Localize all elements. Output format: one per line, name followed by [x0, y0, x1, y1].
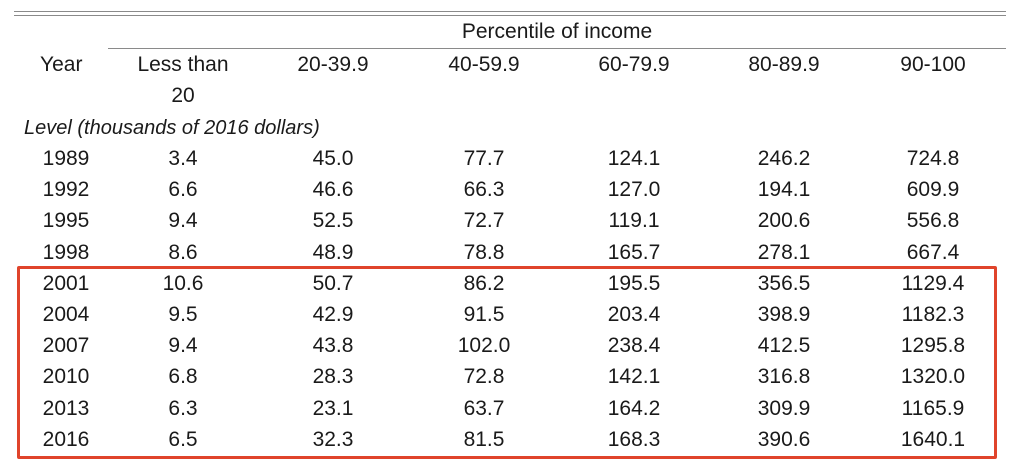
value-cell: 63.7 [463, 396, 505, 420]
value-cell: 72.7 [463, 209, 505, 233]
table-row: 2004 9.5 42.9 91.5 203.4 398.9 1182.3 [0, 300, 1024, 331]
year-cell: 2004 [42, 303, 90, 326]
year-cell: 1995 [42, 209, 90, 233]
value-cell: 164.2 [607, 396, 661, 420]
value-cell: 77.7 [463, 147, 505, 170]
table-row: 2001 10.6 50.7 86.2 195.5 356.5 1129.4 [0, 269, 1024, 300]
column-header-line: 60-79.9 [598, 53, 670, 76]
value-cell: 46.6 [312, 178, 354, 202]
value-cell: 9.5 [168, 303, 198, 326]
value-cell: 1295.8 [900, 334, 966, 358]
value-cell: 9.4 [168, 334, 198, 358]
table-row: 1995 9.4 52.5 72.7 119.1 200.6 556.8 [0, 206, 1024, 237]
value-cell: 309.9 [757, 396, 811, 420]
value-cell: 1640.1 [900, 427, 966, 451]
value-cell: 81.5 [463, 427, 505, 451]
column-header-line: 20 [171, 84, 195, 107]
table-row: 1989 3.4 45.0 77.7 124.1 246.2 724.8 [0, 144, 1024, 175]
value-cell: 165.7 [607, 240, 661, 264]
year-cell: 2010 [42, 365, 90, 389]
value-cell: 1165.9 [901, 396, 965, 420]
year-cell: 1989 [42, 147, 90, 170]
value-cell: 91.5 [463, 303, 505, 326]
value-cell: 78.8 [463, 240, 505, 264]
highlight-box [17, 266, 997, 459]
column-header-line: Less than [137, 53, 229, 76]
value-cell: 52.5 [312, 209, 354, 233]
table-row: 1992 6.6 46.6 66.3 127.0 194.1 609.9 [0, 175, 1024, 206]
value-cell: 32.3 [312, 427, 354, 451]
year-cell: 1998 [42, 240, 90, 264]
value-cell: 200.6 [757, 209, 811, 233]
value-cell: 28.3 [312, 365, 354, 389]
value-cell: 43.8 [312, 334, 354, 358]
value-cell: 667.4 [906, 240, 960, 264]
column-header-line: 90-100 [900, 53, 966, 76]
table-top-rule-double [14, 15, 1006, 16]
year-cell: 2013 [42, 396, 90, 420]
value-cell: 124.1 [607, 147, 661, 170]
value-cell: 66.3 [463, 178, 505, 202]
value-cell: 246.2 [757, 147, 811, 170]
value-cell: 203.4 [607, 303, 661, 326]
value-cell: 609.9 [906, 178, 960, 202]
value-cell: 6.3 [168, 396, 198, 420]
value-cell: 412.5 [757, 334, 811, 358]
value-cell: 45.0 [312, 147, 354, 170]
value-cell: 50.7 [312, 271, 354, 295]
year-cell: 2001 [42, 271, 90, 295]
value-cell: 119.1 [608, 209, 660, 233]
table-row: 2007 9.4 43.8 102.0 238.4 412.5 1295.8 [0, 331, 1024, 362]
table-top-rule [14, 11, 1006, 12]
value-cell: 278.1 [757, 240, 811, 264]
table-row: 2016 6.5 32.3 81.5 168.3 390.6 1640.1 [0, 425, 1024, 456]
value-cell: 195.5 [607, 271, 661, 295]
percentile-spanner-header: Percentile of income [461, 20, 653, 43]
value-cell: 3.4 [168, 147, 198, 170]
value-cell: 1129.4 [901, 271, 965, 295]
column-header-line: 20-39.9 [297, 53, 369, 76]
value-cell: 42.9 [312, 303, 354, 326]
value-cell: 6.5 [168, 427, 198, 451]
value-cell: 390.6 [757, 427, 811, 451]
value-cell: 1182.3 [901, 303, 965, 326]
value-cell: 86.2 [463, 271, 505, 295]
value-cell: 48.9 [312, 240, 354, 264]
value-cell: 194.1 [757, 178, 811, 202]
value-cell: 10.6 [162, 271, 204, 295]
value-cell: 23.1 [312, 396, 354, 420]
value-cell: 724.8 [906, 147, 960, 170]
value-cell: 398.9 [757, 303, 811, 326]
value-cell: 9.4 [168, 209, 198, 233]
value-cell: 142.1 [607, 365, 661, 389]
value-cell: 316.8 [757, 365, 811, 389]
year-cell: 1992 [42, 178, 90, 202]
value-cell: 238.4 [607, 334, 661, 358]
value-cell: 127.0 [607, 178, 661, 202]
year-cell: 2007 [42, 334, 90, 358]
value-cell: 72.8 [463, 365, 505, 389]
table-row: 1998 8.6 48.9 78.8 165.7 278.1 667.4 [0, 238, 1024, 269]
section-label: Level (thousands of 2016 dollars) [24, 117, 320, 139]
spanner-underline [108, 48, 1006, 49]
column-header-line: 40-59.9 [448, 53, 520, 76]
value-cell: 556.8 [906, 209, 960, 233]
value-cell: 1320.0 [900, 365, 966, 389]
column-header-line: 80-89.9 [748, 53, 820, 76]
table-row: 2010 6.8 28.3 72.8 142.1 316.8 1320.0 [0, 362, 1024, 393]
value-cell: 168.3 [607, 427, 661, 451]
year-column-header: Year [40, 53, 83, 76]
value-cell: 6.8 [168, 365, 198, 389]
table-row: 2013 6.3 23.1 63.7 164.2 309.9 1165.9 [0, 394, 1024, 425]
value-cell: 102.0 [457, 334, 511, 358]
value-cell: 356.5 [757, 271, 811, 295]
value-cell: 8.6 [168, 240, 198, 264]
year-cell: 2016 [42, 427, 90, 451]
value-cell: 6.6 [168, 178, 198, 202]
